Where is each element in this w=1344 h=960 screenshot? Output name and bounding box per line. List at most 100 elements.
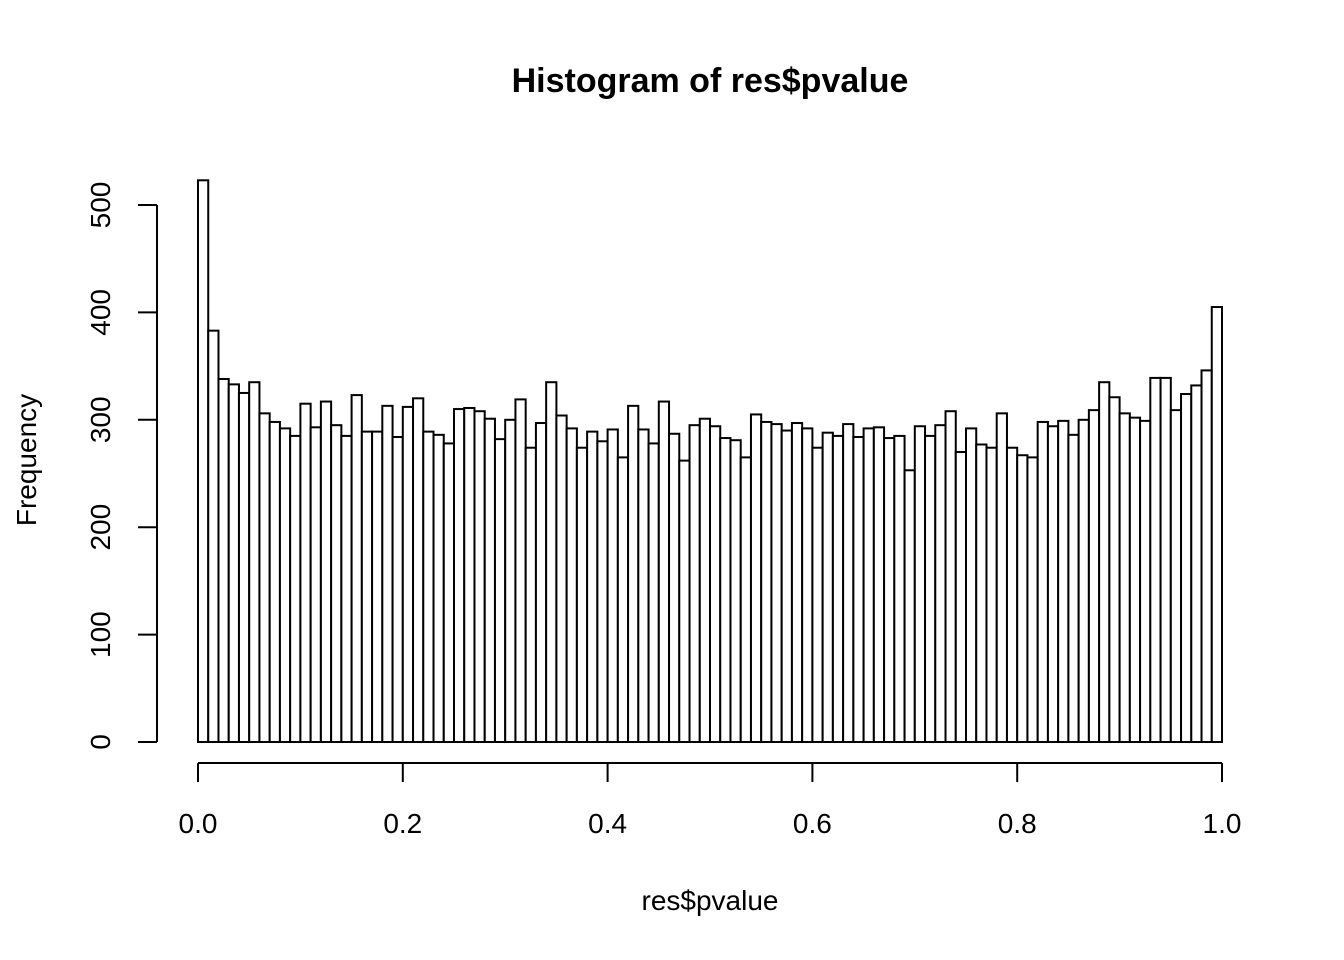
histogram-bar [1118, 412, 1131, 743]
histogram-bar [575, 446, 589, 743]
histogram-bar [309, 426, 322, 743]
histogram-bar [842, 423, 855, 743]
histogram-bar [237, 391, 251, 743]
histogram-bar [391, 435, 404, 743]
histogram-bar [657, 400, 671, 743]
histogram-bar [442, 442, 456, 743]
histogram-bar [831, 434, 845, 743]
histogram-bar [985, 446, 998, 743]
x-tick-label: 1.0 [1203, 808, 1242, 839]
histogram-bar [330, 424, 343, 743]
histogram-bar [381, 404, 394, 743]
x-tick-label: 0.6 [793, 808, 832, 839]
histogram-bar [1200, 369, 1213, 743]
histogram-bar [514, 398, 527, 743]
histogram-bar [903, 469, 916, 743]
histogram-bar [278, 427, 292, 743]
histogram-bar [1210, 306, 1224, 743]
y-tick-label: 0 [85, 734, 116, 750]
histogram-bar [811, 446, 824, 743]
histogram-bar [1016, 454, 1029, 743]
histogram-bar [524, 446, 537, 743]
y-tick-label: 200 [85, 504, 116, 551]
histogram-bar [493, 438, 507, 743]
histogram-bar [668, 432, 681, 743]
histogram-bar [1128, 416, 1142, 743]
histogram-bar [801, 427, 814, 743]
histogram-bar [401, 405, 415, 743]
histogram-bar [1046, 425, 1060, 743]
histogram-bar [1026, 456, 1039, 743]
histogram-bar [1098, 381, 1111, 743]
histogram-bar [207, 329, 220, 743]
histogram-bars [197, 179, 1224, 744]
histogram-bar [1067, 433, 1080, 743]
histogram-bar [258, 412, 271, 743]
histogram-bar [586, 430, 599, 743]
histogram-bar [504, 418, 517, 743]
histogram-bar [1190, 384, 1203, 743]
y-axis-label: Frequency [11, 394, 42, 526]
histogram-bar [770, 423, 783, 743]
histogram-bar [534, 422, 548, 743]
histogram-bar [340, 434, 353, 743]
histogram-bar [248, 381, 261, 743]
histogram-bar [924, 434, 937, 743]
histogram-bar [412, 397, 425, 743]
x-tick-label: 0.8 [998, 808, 1037, 839]
histogram-bar [1159, 376, 1172, 743]
x-axis: 0.0 0.2 0.4 0.6 0.8 1.0 [179, 762, 1242, 839]
x-axis-label: res$pvalue [642, 885, 779, 916]
histogram-bar [627, 404, 640, 743]
histogram-bar [371, 430, 384, 743]
histogram-bar [780, 429, 793, 743]
histogram-bar [1087, 409, 1101, 743]
histogram-bar [852, 435, 865, 743]
histogram-bar [217, 377, 230, 743]
histogram-bar [555, 414, 568, 743]
histogram-bar [647, 442, 660, 743]
histogram-bar [934, 424, 947, 743]
histogram-bar [299, 402, 312, 743]
x-tick-label: 0.0 [179, 808, 218, 839]
histogram-bar [1108, 396, 1121, 743]
histogram-bar [872, 426, 886, 743]
chart-title: Histogram of res$pvalue [512, 62, 909, 100]
histogram-bar [350, 394, 363, 743]
histogram-bar [565, 427, 578, 743]
histogram-bar [944, 410, 957, 743]
histogram-bar [719, 437, 732, 743]
histogram-bar [678, 459, 691, 743]
histogram-bar [606, 428, 619, 743]
y-axis: 0 100 200 300 400 500 [85, 182, 158, 750]
histogram-bar [1149, 376, 1162, 743]
histogram-bar [319, 400, 333, 743]
histogram-bar [883, 437, 896, 743]
histogram-bar [596, 440, 609, 743]
histogram-bar [197, 179, 210, 744]
histogram-bar [422, 430, 435, 743]
histogram-bar [862, 427, 875, 743]
histogram-bar [453, 408, 466, 743]
histogram-bar [954, 451, 968, 743]
histogram-bar [473, 410, 486, 743]
histogram-bar [709, 425, 722, 743]
histogram-bar [463, 406, 476, 743]
y-tick-label: 400 [85, 289, 116, 336]
histogram-bar [749, 413, 763, 743]
histogram-bar [432, 433, 445, 743]
histogram-bar [821, 431, 834, 743]
y-tick-label: 300 [85, 396, 116, 443]
histogram-bar [1169, 409, 1183, 743]
histogram-bar [913, 425, 927, 743]
x-tick-label: 0.2 [383, 808, 422, 839]
histogram-bar [268, 420, 281, 743]
histogram-bar [289, 434, 302, 743]
histogram-bar [1077, 418, 1090, 743]
histogram-bar [227, 383, 240, 743]
histogram-bar [790, 422, 804, 743]
histogram-bar [360, 430, 374, 743]
histogram-bar [1005, 446, 1019, 743]
histogram-bar [729, 439, 742, 743]
